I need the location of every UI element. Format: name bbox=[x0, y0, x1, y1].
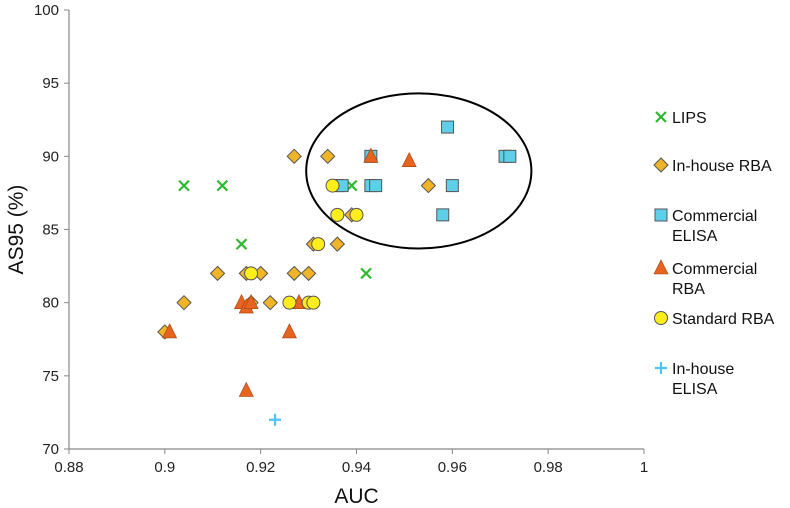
point-triangle bbox=[238, 381, 254, 397]
point-triangle bbox=[363, 147, 379, 163]
point-square bbox=[503, 149, 517, 163]
legend-label: Commercial bbox=[672, 261, 757, 278]
legend-label: RBA bbox=[672, 281, 705, 298]
point-circle bbox=[311, 237, 326, 252]
point-circle bbox=[306, 295, 321, 310]
legend-label: Commercial bbox=[672, 208, 757, 225]
legend-item: Standard RBA bbox=[654, 311, 775, 328]
point-circle bbox=[349, 207, 364, 222]
point-circle bbox=[244, 266, 259, 281]
x-axis-title: AUC bbox=[334, 485, 378, 508]
legend-marker-triangle bbox=[653, 259, 669, 275]
point-triangle bbox=[281, 323, 297, 339]
axes: 0.88 0.9 0.92 0.94 0.96 0.98 1 70 75 80 85 90 95 100 A… bbox=[5, 2, 648, 508]
legend-item: LIPS bbox=[655, 110, 707, 127]
legend-label: In-house RBA bbox=[672, 158, 772, 175]
x-tick-label: 1 bbox=[640, 459, 648, 476]
y-tick-label: 75 bbox=[42, 368, 59, 385]
y-axis-title: AS95 (%) bbox=[5, 185, 28, 275]
point-diamond bbox=[286, 148, 302, 165]
legend-item: In-house ELISA bbox=[655, 361, 734, 398]
y-tick-label: 90 bbox=[42, 148, 59, 165]
series-5 bbox=[269, 413, 282, 426]
point-diamond bbox=[320, 148, 336, 165]
data-markers bbox=[157, 120, 517, 426]
series-4 bbox=[244, 178, 364, 310]
point-x bbox=[360, 267, 372, 280]
x-tick-label: 0.94 bbox=[342, 459, 371, 476]
point-circle bbox=[325, 178, 340, 193]
point-diamond bbox=[420, 177, 437, 194]
legend-marker-diamond bbox=[653, 157, 669, 173]
point-x bbox=[178, 179, 190, 192]
legend-label: LIPS bbox=[672, 110, 707, 127]
point-diamond bbox=[209, 265, 226, 282]
point-diamond bbox=[329, 236, 346, 252]
legend-label: In-house bbox=[672, 361, 734, 378]
point-diamond bbox=[176, 294, 192, 311]
legend-item: Commercial RBA bbox=[653, 259, 757, 298]
y-tick-label: 70 bbox=[42, 441, 59, 458]
y-tick-label: 80 bbox=[42, 295, 59, 312]
point-diamond bbox=[300, 265, 317, 282]
point-x bbox=[235, 238, 248, 250]
legend-marker-square bbox=[654, 208, 668, 222]
x-tick-label: 0.88 bbox=[54, 459, 83, 476]
point-square bbox=[445, 179, 459, 193]
y-tick-label: 95 bbox=[42, 75, 59, 92]
series-2 bbox=[330, 120, 517, 222]
highlight-ellipse bbox=[305, 92, 533, 250]
point-square bbox=[436, 208, 450, 222]
legend-label: ELISA bbox=[672, 228, 718, 245]
legend-item: In-house RBA bbox=[653, 157, 772, 175]
y-tick-label: 85 bbox=[42, 222, 59, 239]
legend-marker-plus bbox=[655, 362, 667, 374]
legend-marker-x bbox=[655, 111, 667, 123]
point-triangle bbox=[162, 323, 178, 339]
point-square bbox=[369, 179, 383, 193]
series-0 bbox=[178, 179, 372, 280]
legend-label: Standard RBA bbox=[672, 311, 775, 328]
point-circle bbox=[282, 295, 297, 310]
x-tick-label: 0.96 bbox=[438, 459, 467, 476]
x-tick-label: 0.9 bbox=[154, 459, 175, 476]
point-square bbox=[441, 120, 455, 134]
point-x bbox=[216, 179, 229, 192]
annotation-layer bbox=[305, 92, 533, 250]
y-tick-label: 100 bbox=[34, 2, 59, 19]
x-tick-label: 0.92 bbox=[246, 459, 275, 476]
point-triangle bbox=[243, 293, 259, 309]
point-triangle bbox=[401, 152, 417, 168]
x-tick-label: 0.98 bbox=[534, 459, 563, 476]
legend-marker-circle bbox=[654, 311, 668, 325]
point-diamond bbox=[286, 265, 302, 282]
point-diamond bbox=[262, 294, 278, 311]
point-plus bbox=[269, 413, 282, 426]
legend-label: ELISA bbox=[672, 381, 718, 398]
series-1 bbox=[157, 148, 437, 340]
point-circle bbox=[330, 207, 345, 222]
legend-item: Commercial ELISA bbox=[654, 208, 757, 245]
